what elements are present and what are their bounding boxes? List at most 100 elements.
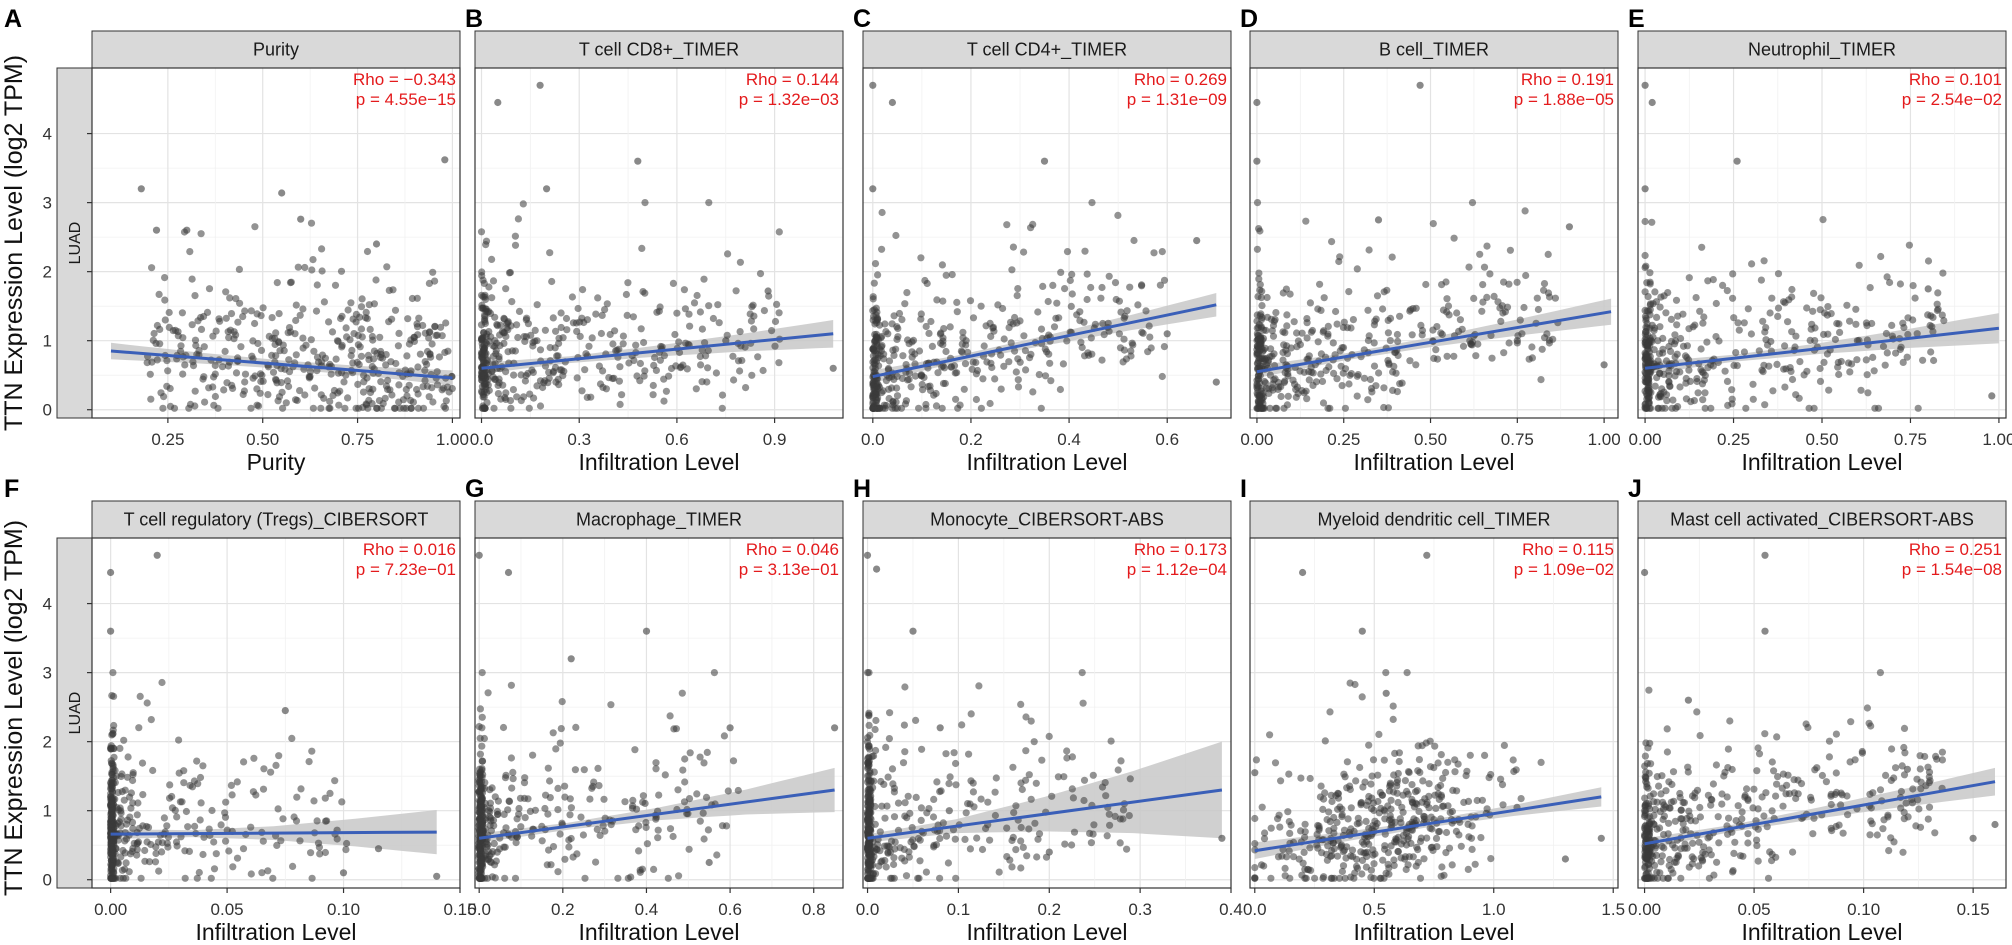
data-point [1672,296,1681,304]
data-point [332,355,340,363]
data-point [1876,786,1885,794]
data-point [226,294,234,302]
data-point [1442,768,1450,777]
data-point [120,796,128,804]
panel-border [474,67,844,419]
data-point [346,336,354,344]
data-point [1825,737,1834,745]
data-point [215,315,223,323]
data-point [507,322,515,330]
data-point [1379,305,1387,313]
outlier-point [339,869,348,877]
data-point [1643,404,1651,412]
data-point [229,863,237,871]
data-point [1030,738,1038,746]
data-point [1006,856,1014,864]
data-point [161,316,169,324]
data-point [222,837,230,845]
data-point [1679,342,1688,350]
data-point [555,339,563,347]
data-point [964,348,972,356]
outlier-point [1561,855,1569,863]
data-point [1698,380,1707,388]
data-point [1357,799,1365,807]
data-point [363,247,372,256]
data-point [1879,825,1887,833]
data-point [1724,830,1732,838]
data-point [268,314,276,322]
x-tick-label: 0.2 [959,430,983,449]
data-point [478,383,486,391]
data-point [926,386,935,395]
data-point [585,342,593,350]
data-point [649,381,657,390]
data-point [442,319,450,327]
data-point [1882,329,1890,338]
data-point [622,290,631,299]
data-point [520,779,529,787]
data-point [555,381,563,389]
data-point [704,364,712,372]
data-point [133,839,141,847]
data-point [566,795,574,803]
data-point [1000,362,1008,370]
data-point [1938,748,1946,756]
data-point [601,827,609,835]
data-point [1338,805,1346,813]
data-point [978,845,987,854]
outlier-point [107,627,115,635]
data-point [1900,771,1909,779]
data-point [865,757,873,765]
data-point [901,300,909,308]
data-point [1665,862,1673,870]
data-point [505,797,514,806]
data-point [866,767,874,775]
data-point [1297,774,1305,782]
data-point [175,769,183,777]
data-point [940,325,948,333]
data-point [394,342,402,350]
data-point [1693,786,1702,794]
x-axis-title: Infiltration Level [1741,919,1902,945]
data-point [987,332,995,340]
data-point [1938,756,1946,764]
data-point [278,388,286,396]
data-point [1384,404,1392,412]
data-point [376,333,384,341]
data-point [1673,321,1681,329]
data-point [386,386,394,394]
data-point [1098,356,1106,364]
data-point [1384,849,1392,857]
data-point [1699,849,1707,857]
data-point [1431,742,1439,750]
data-point [277,837,285,845]
data-point [975,682,983,690]
data-point [479,304,487,312]
data-point [1497,775,1505,783]
data-point [173,842,181,850]
data-point [292,301,300,309]
data-point [1054,773,1062,781]
data-point [1816,377,1825,385]
data-point [1399,791,1407,799]
data-point [272,352,280,360]
data-point [188,275,196,283]
data-point [1253,380,1261,388]
data-point [107,745,115,753]
outlier-point [536,81,544,89]
data-point [507,404,515,412]
outlier-point [475,551,483,559]
data-point [251,372,259,380]
data-point [1375,730,1383,739]
data-point [1025,825,1033,833]
x-tick-label: 0.50 [1414,430,1447,449]
outlier-point [945,807,953,815]
data-point [1762,336,1770,344]
y-tick-label: 0 [43,871,52,890]
data-point [1026,354,1034,362]
data-point [734,786,742,795]
data-point [284,329,292,337]
data-point [431,323,439,331]
data-point [326,404,334,412]
data-point [1926,321,1934,330]
